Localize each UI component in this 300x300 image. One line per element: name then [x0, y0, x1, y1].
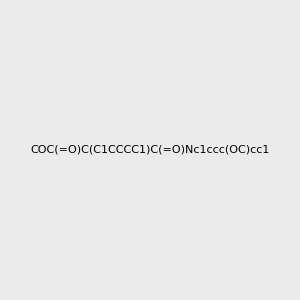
Text: COC(=O)C(C1CCCC1)C(=O)Nc1ccc(OC)cc1: COC(=O)C(C1CCCC1)C(=O)Nc1ccc(OC)cc1 — [30, 145, 270, 155]
